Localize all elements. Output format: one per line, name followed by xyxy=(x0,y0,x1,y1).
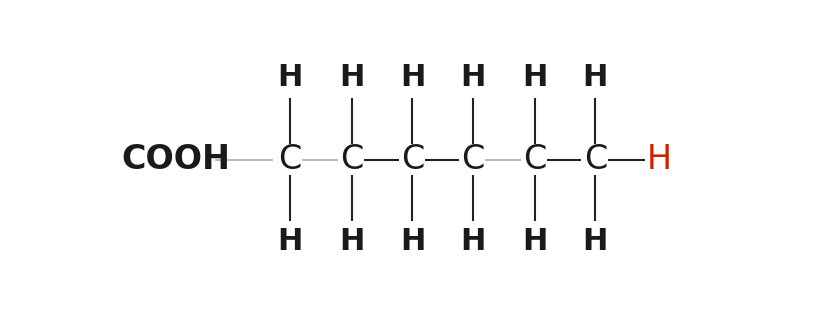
Text: H: H xyxy=(277,227,302,256)
Text: H: H xyxy=(277,64,302,93)
Text: H: H xyxy=(459,64,485,93)
Text: H: H xyxy=(400,227,425,256)
Text: H: H xyxy=(582,64,608,93)
Text: COOH: COOH xyxy=(121,143,230,176)
Text: C: C xyxy=(278,143,301,176)
Text: C: C xyxy=(523,143,546,176)
Text: C: C xyxy=(461,143,484,176)
Text: H: H xyxy=(522,227,547,256)
Text: C: C xyxy=(400,143,423,176)
Text: H: H xyxy=(400,64,425,93)
Text: H: H xyxy=(339,227,364,256)
Text: H: H xyxy=(645,143,671,176)
Text: H: H xyxy=(522,64,547,93)
Text: H: H xyxy=(339,64,364,93)
Text: H: H xyxy=(459,227,485,256)
Text: H: H xyxy=(582,227,608,256)
Text: C: C xyxy=(340,143,364,176)
Text: C: C xyxy=(583,143,606,176)
